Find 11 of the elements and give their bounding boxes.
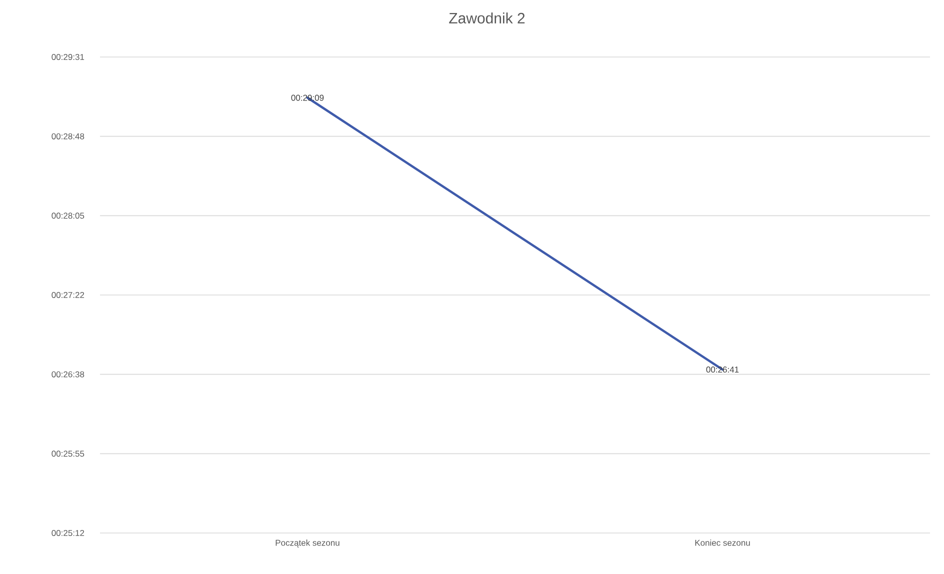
- y-tick-label: 00:25:55: [52, 450, 84, 457]
- y-tick-label: 00:27:22: [52, 292, 84, 298]
- y-tick-label: 00:26:38: [52, 371, 84, 378]
- y-tick-label: 00:25:12: [52, 530, 84, 536]
- y-tick-label: 00:28:48: [52, 133, 84, 140]
- x-tick-label: Koniec sezonu: [695, 540, 750, 546]
- y-tick-label: 00:28:05: [52, 212, 84, 219]
- y-tick-label: 00:29:31: [52, 54, 84, 60]
- x-tick-label: Początek sezonu: [276, 540, 340, 548]
- data-label: 00:26:41: [706, 366, 739, 373]
- chart-title: Zawodnik 2: [449, 12, 525, 24]
